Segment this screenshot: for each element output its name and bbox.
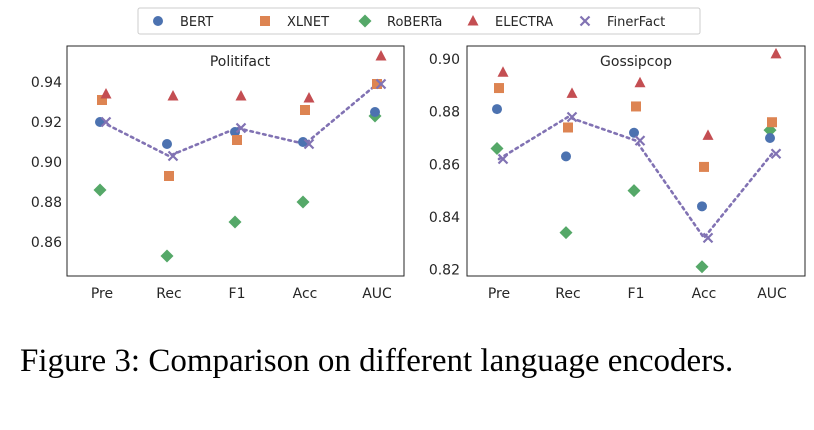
politifact-finerfact-point bbox=[100, 116, 112, 128]
legend-marker-finerfact bbox=[579, 15, 591, 27]
gossipcop-title: Gossipcop bbox=[600, 54, 672, 70]
politifact-roberta-point bbox=[228, 215, 242, 229]
politifact-bert-point bbox=[162, 139, 172, 149]
gossipcop-bert-point bbox=[697, 201, 707, 212]
politifact-roberta-point bbox=[160, 249, 174, 263]
legend-marker-xlnet bbox=[260, 16, 270, 26]
politifact-electra-point bbox=[235, 90, 247, 101]
politifact-xlnet-point bbox=[300, 105, 310, 115]
gossipcop-electra-point bbox=[634, 76, 646, 88]
politifact-xtick-label: Rec bbox=[156, 286, 181, 302]
politifact-xtick-label: F1 bbox=[229, 286, 246, 302]
politifact-panel: Politifact 0.86 0.88 0.90 0.92 0.94 Pre Rec F1… bbox=[31, 45, 405, 302]
politifact-xtick-label: Pre bbox=[91, 286, 113, 302]
legend: BERT XLNET RoBERTa ELECTRA FinerFact bbox=[137, 7, 701, 35]
gossipcop-ytick-label: 0.86 bbox=[429, 157, 460, 173]
legend-label-electra: ELECTRA bbox=[495, 15, 553, 30]
gossipcop-electra-point bbox=[566, 87, 578, 98]
gossipcop-roberta-point bbox=[695, 260, 709, 274]
politifact-roberta-point bbox=[93, 183, 107, 197]
gossipcop-finerfact-point bbox=[770, 148, 782, 160]
gossipcop-xtick-label: Acc bbox=[692, 286, 717, 302]
politifact-finerfact-point bbox=[235, 122, 247, 134]
politifact-xlnet-point bbox=[372, 79, 382, 89]
legend-marker-roberta bbox=[358, 14, 372, 28]
gossipcop-bert-point bbox=[561, 151, 571, 162]
gossipcop-finerfact-point bbox=[566, 111, 578, 123]
politifact-plot-frame bbox=[66, 45, 405, 277]
gossipcop-ytick-label: 0.84 bbox=[429, 210, 460, 226]
gossipcop-ytick-label: 0.82 bbox=[429, 262, 460, 278]
politifact-finerfact-point bbox=[303, 138, 315, 150]
gossipcop-bert-point bbox=[629, 127, 639, 138]
politifact-ytick-label: 0.86 bbox=[31, 235, 62, 251]
politifact-ytick-label: 0.92 bbox=[31, 115, 62, 131]
gossipcop-electra-point bbox=[770, 47, 782, 59]
gossipcop-roberta-point bbox=[627, 184, 641, 198]
gossipcop-xtick-label: Pre bbox=[488, 286, 510, 302]
gossipcop-xlnet-point bbox=[699, 161, 709, 172]
politifact-ytick-label: 0.88 bbox=[31, 195, 62, 211]
figure-caption: Figure 3: Comparison on different langua… bbox=[20, 343, 734, 379]
politifact-electra-point bbox=[375, 50, 387, 61]
gossipcop-xtick-label: AUC bbox=[757, 286, 787, 302]
legend-label-bert: BERT bbox=[180, 15, 213, 30]
politifact-xlnet-point bbox=[97, 95, 107, 105]
politifact-title: Politifact bbox=[210, 54, 271, 70]
gossipcop-finerfact-point bbox=[634, 135, 646, 146]
legend-label-finerfact: FinerFact bbox=[607, 15, 665, 30]
gossipcop-bert-point bbox=[765, 133, 775, 143]
politifact-finerfact-point bbox=[375, 78, 387, 90]
gossipcop-xlnet-point bbox=[631, 101, 641, 112]
gossipcop-xlnet-point bbox=[563, 122, 573, 133]
gossipcop-ytick-label: 0.88 bbox=[429, 105, 460, 121]
politifact-xtick-label: AUC bbox=[362, 286, 392, 302]
politifact-xlnet-point bbox=[232, 135, 242, 145]
politifact-xtick-label: Acc bbox=[293, 286, 318, 302]
politifact-bert-point bbox=[230, 127, 240, 137]
politifact-electra-point bbox=[167, 90, 179, 101]
gossipcop-bert-point bbox=[492, 104, 502, 115]
gossipcop-panel: Gossipcop 0.82 0.84 0.86 0.88 0.90 Pre Rec F1 A… bbox=[429, 45, 806, 302]
gossipcop-electra-point bbox=[702, 129, 714, 140]
gossipcop-xlnet-point bbox=[767, 117, 777, 128]
gossipcop-plot-frame bbox=[466, 45, 806, 277]
politifact-roberta-point bbox=[296, 195, 310, 209]
gossipcop-xlnet-point bbox=[494, 83, 504, 94]
politifact-finerfact-point bbox=[167, 150, 179, 162]
legend-label-roberta: RoBERTa bbox=[387, 15, 442, 30]
gossipcop-finerfact-line bbox=[497, 115, 774, 241]
legend-frame bbox=[137, 7, 701, 35]
gossipcop-xtick-label: Rec bbox=[555, 286, 580, 302]
gossipcop-finerfact-point bbox=[497, 153, 509, 165]
politifact-xlnet-point bbox=[164, 171, 174, 181]
politifact-bert-point bbox=[370, 107, 380, 117]
gossipcop-ytick-label: 0.90 bbox=[429, 52, 460, 68]
gossipcop-finerfact-point bbox=[702, 232, 714, 244]
legend-marker-bert bbox=[153, 16, 163, 26]
gossipcop-roberta-point bbox=[559, 226, 573, 240]
legend-label-xlnet: XLNET bbox=[287, 15, 329, 30]
legend-marker-electra bbox=[467, 15, 479, 26]
politifact-electra-point bbox=[100, 88, 112, 99]
gossipcop-roberta-point bbox=[490, 142, 504, 156]
gossipcop-xtick-label: F1 bbox=[628, 286, 645, 302]
politifact-ytick-label: 0.94 bbox=[31, 75, 62, 91]
politifact-electra-point bbox=[303, 92, 315, 103]
politifact-ytick-label: 0.90 bbox=[31, 155, 62, 171]
gossipcop-electra-point bbox=[497, 66, 509, 77]
